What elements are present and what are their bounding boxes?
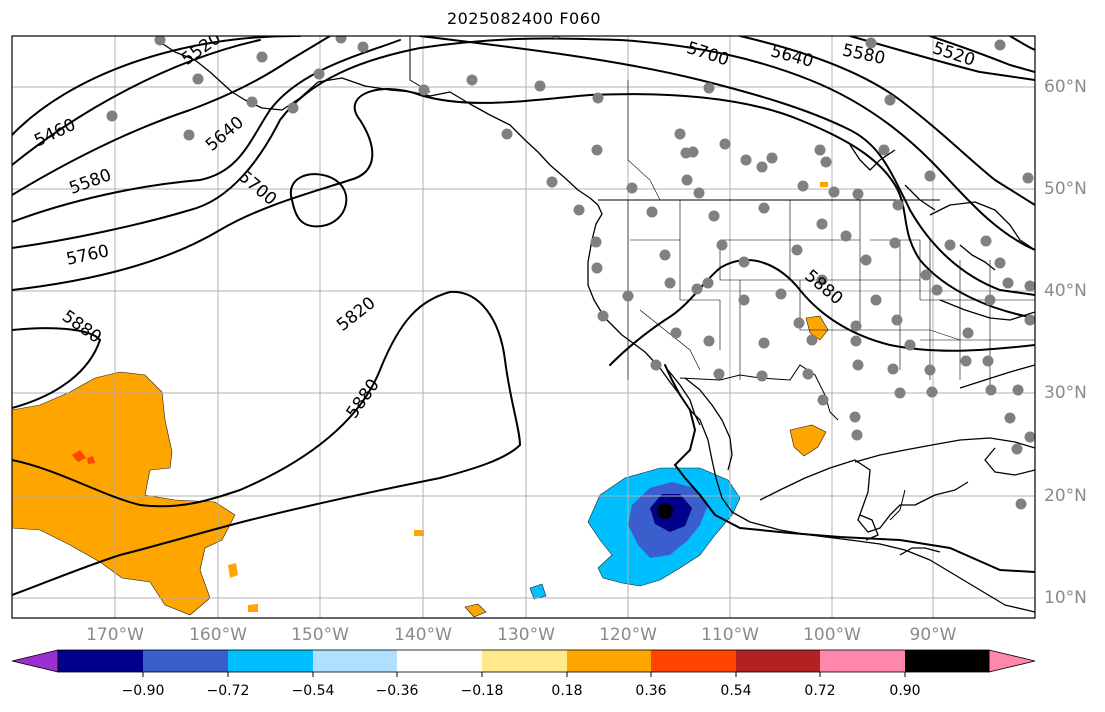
colorbar (11, 649, 1036, 677)
coastlines (159, 41, 1035, 613)
contour-label: 5880 (801, 266, 847, 309)
lon-label: 130°W (497, 625, 555, 645)
colorbar-tick-label: −0.18 (460, 683, 504, 699)
lat-label: 40°N (1044, 281, 1087, 301)
colorbar-bin (58, 650, 143, 672)
colorbar-extend-min (11, 649, 59, 673)
station-markers (106, 36, 1035, 510)
height-contours (12, 36, 1035, 596)
lat-label: 10°N (1044, 588, 1087, 608)
positive-anomaly-shading (12, 182, 829, 618)
country-borders (409, 36, 940, 521)
contour-label: 5700 (684, 38, 731, 70)
colorbar-tick-label: 0.18 (551, 683, 583, 699)
lat-label: 50°N (1044, 179, 1087, 199)
contour-label: 5760 (64, 241, 110, 270)
lon-label: 120°W (599, 625, 657, 645)
colorbar-bin (651, 650, 736, 672)
contour-label: 5880 (343, 375, 384, 422)
colorbar-bin (567, 650, 651, 672)
colorbar-tick-label: −0.36 (375, 683, 419, 699)
lat-label: 60°N (1044, 77, 1087, 97)
colorbar-tick-label: 0.54 (720, 683, 752, 699)
contour-label: 5700 (234, 167, 280, 210)
contour-label: 5880 (58, 306, 105, 347)
colorbar-tick-label: 0.36 (635, 683, 667, 699)
lon-label: 150°W (291, 625, 349, 645)
colorbar-bin (397, 650, 482, 672)
contour-label: 5460 (31, 115, 79, 151)
colorbar-tick-label: −0.72 (206, 683, 250, 699)
map-frame (11, 35, 1036, 619)
colorbar-extend-max (988, 649, 1036, 673)
lon-label: 160°W (189, 625, 247, 645)
negative-anomaly-shading (529, 467, 741, 600)
colorbar-bin (905, 650, 989, 672)
colorbar-tick-label: 0.72 (804, 683, 836, 699)
lat-label: 20°N (1044, 486, 1087, 506)
colorbar-bin (313, 650, 397, 672)
lon-label: 170°W (86, 625, 144, 645)
contour-label-layer: 5460 5520 5580 5640 5700 5760 5820 5880 … (31, 36, 977, 422)
lon-label: 110°W (701, 625, 759, 645)
lon-label: 100°W (803, 625, 861, 645)
lon-label: 140°W (394, 625, 452, 645)
lat-label: 30°N (1044, 383, 1087, 403)
colorbar-tick-label: −0.90 (121, 683, 165, 699)
colorbar-tick-label: −0.54 (291, 683, 335, 699)
lon-label: 90°W (909, 625, 957, 645)
colorbar-bin (820, 650, 905, 672)
colorbar-outline (57, 649, 990, 673)
map-title: 2025082400 F060 (446, 9, 602, 28)
colorbar-bin (736, 650, 820, 672)
colorbar-bin (143, 650, 228, 672)
contour-label: 5640 (202, 113, 248, 156)
colorbar-tick-label: 0.90 (889, 683, 921, 699)
contour-label: 5820 (333, 293, 379, 335)
colorbar-bin (482, 650, 567, 672)
colorbar-bin (228, 650, 313, 672)
